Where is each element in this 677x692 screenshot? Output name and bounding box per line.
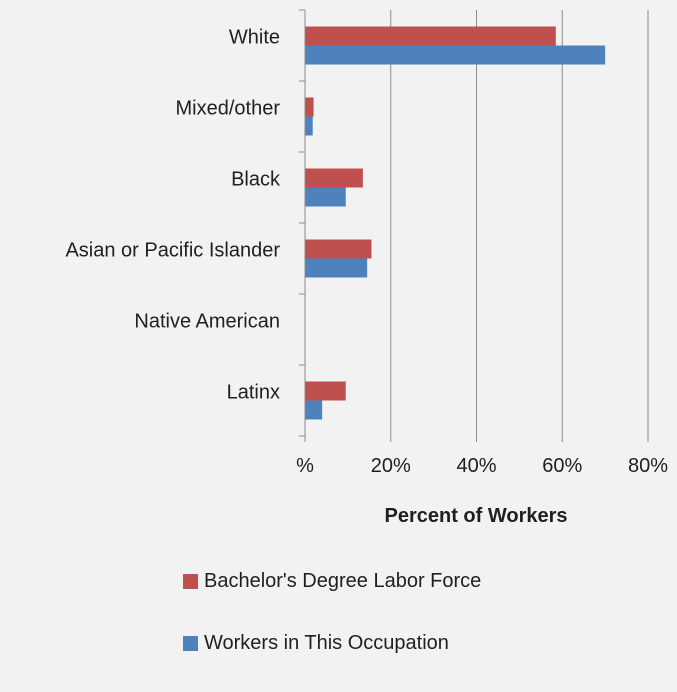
category-label-5: Latinx <box>227 382 280 404</box>
x-tick-label-4: 80% <box>628 455 668 477</box>
bar-bachelors-0 <box>305 26 556 46</box>
legend-item-bachelors: Bachelor's Degree Labor Force <box>183 568 481 594</box>
x-tick-label-1: 20% <box>371 455 411 477</box>
category-label-0: White <box>229 27 280 49</box>
bar-bachelors-5 <box>305 381 346 401</box>
x-axis-title: Percent of Workers <box>384 505 567 527</box>
category-label-3: Asian or Pacific Islander <box>65 240 280 262</box>
bars <box>305 26 606 420</box>
x-tick-label-0: % <box>296 455 314 477</box>
axes <box>299 9 649 442</box>
labels: % 20% 40% 60% 80% White Mixed/other Black Asian … <box>65 27 668 478</box>
category-label-1: Mixed/other <box>176 98 281 120</box>
legend-swatch-bachelors <box>183 573 198 589</box>
bar-occupation-1 <box>305 116 313 136</box>
chart: % 20% 40% 60% 80% White Mixed/other Black Asian … <box>65 9 668 654</box>
grid-lines <box>390 10 649 436</box>
bar-occupation-2 <box>305 187 346 207</box>
x-tick-label-2: 40% <box>456 455 496 477</box>
bar-bachelors-1 <box>305 97 314 117</box>
bar-occupation-0 <box>305 45 606 65</box>
bar-bachelors-3 <box>305 239 372 259</box>
legend-swatch-occupation <box>183 635 198 651</box>
legend-label-occupation: Workers in This Occupation <box>204 631 449 654</box>
bar-occupation-5 <box>305 400 323 420</box>
legend-item-occupation: Workers in This Occupation <box>183 630 481 656</box>
category-label-2: Black <box>231 169 281 191</box>
category-label-4: Native American <box>134 311 280 333</box>
bar-bachelors-2 <box>305 168 363 188</box>
legend-label-bachelors: Bachelor's Degree Labor Force <box>204 569 482 592</box>
bar-occupation-3 <box>305 258 368 278</box>
bar-chart-svg: % 20% 40% 60% 80% White Mixed/other Black Asian … <box>65 9 668 527</box>
legend: Bachelor's Degree Labor Force Workers in… <box>183 568 481 692</box>
x-tick-label-3: 60% <box>542 455 582 477</box>
